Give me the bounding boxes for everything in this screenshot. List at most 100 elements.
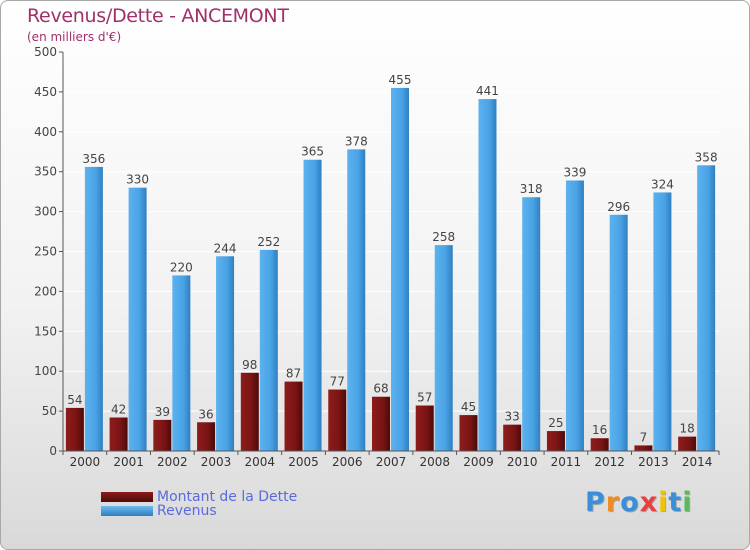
bar-dette-2004	[240, 372, 259, 451]
ytick-label-0: 0	[49, 444, 57, 458]
xtick-label-2001: 2001	[113, 455, 144, 469]
bar-revenus-2007	[391, 87, 409, 451]
logo-letter: i	[682, 487, 693, 518]
bar-dette-2008	[415, 405, 434, 451]
chart-title: Revenus/Dette - ANCEMONT	[27, 5, 289, 27]
ytick-label-50: 50	[42, 404, 57, 418]
xtick-label-2008: 2008	[419, 455, 450, 469]
bar-revenus-2001	[128, 187, 147, 451]
xtick-label-2009: 2009	[463, 455, 494, 469]
data-label-revenus-2004: 252	[257, 235, 280, 249]
legend-item-revenus: Revenus	[101, 503, 217, 519]
bar-dette-2000	[65, 407, 84, 451]
data-label-dette-2006: 77	[330, 375, 345, 389]
data-label-revenus-2012: 296	[607, 200, 630, 214]
data-label-revenus-2009: 441	[476, 84, 499, 98]
data-label-revenus-2008: 258	[432, 230, 455, 244]
xtick-label-2006: 2006	[332, 455, 363, 469]
xtick-label-2010: 2010	[507, 455, 538, 469]
bar-dette-2013	[634, 445, 653, 451]
data-label-revenus-2013: 324	[651, 177, 674, 191]
logo-letter: t	[668, 487, 683, 518]
data-label-revenus-2000: 356	[82, 152, 105, 166]
bar-dette-2009	[459, 415, 478, 451]
ytick-label-100: 100	[34, 364, 57, 378]
logo-letter: x	[639, 487, 659, 518]
data-label-dette-2001: 42	[111, 402, 126, 416]
logo-letter: i	[658, 487, 669, 518]
data-label-dette-2014: 18	[679, 422, 694, 436]
bar-dette-2007	[372, 396, 390, 451]
data-label-dette-2012: 16	[592, 423, 607, 437]
bar-dette-2006	[328, 389, 347, 451]
bar-dette-2003	[197, 422, 216, 451]
data-label-dette-2005: 87	[286, 367, 301, 381]
bar-dette-2010	[503, 424, 522, 451]
data-label-revenus-2005: 365	[301, 145, 324, 159]
legend-swatch-revenus	[101, 506, 153, 516]
proxiti-logo: Proxiti	[585, 487, 693, 518]
bar-revenus-2014	[697, 165, 716, 452]
data-label-dette-2008: 57	[417, 391, 432, 405]
data-label-revenus-2007: 455	[389, 73, 412, 87]
xtick-label-2003: 2003	[201, 455, 232, 469]
bar-revenus-2000	[84, 166, 103, 452]
chart-subtitle: (en milliers d'€)	[27, 30, 122, 44]
data-label-revenus-2003: 244	[214, 241, 237, 255]
bar-dette-2005	[284, 381, 303, 451]
bar-revenus-2012	[609, 214, 628, 451]
xtick-label-2000: 2000	[70, 455, 101, 469]
bar-revenus-2006	[347, 149, 366, 451]
data-label-dette-2009: 45	[461, 400, 476, 414]
ytick-label-500: 500	[34, 45, 57, 59]
ytick-label-150: 150	[34, 324, 57, 338]
data-label-revenus-2001: 330	[126, 173, 149, 187]
data-label-dette-2011: 25	[548, 416, 563, 430]
bar-dette-2011	[546, 431, 565, 451]
xtick-label-2002: 2002	[157, 455, 188, 469]
data-label-revenus-2006: 378	[345, 134, 368, 148]
legend-item-dette: Montant de la Dette	[101, 489, 297, 505]
data-label-dette-2004: 98	[242, 358, 257, 372]
xtick-label-2007: 2007	[376, 455, 407, 469]
legend-swatch-dette	[101, 492, 153, 502]
ytick-label-400: 400	[34, 125, 57, 139]
ytick-label-300: 300	[34, 205, 57, 219]
bar-dette-2012	[590, 438, 609, 451]
data-label-dette-2003: 36	[198, 407, 213, 421]
bar-revenus-2011	[565, 180, 584, 451]
legend-label-revenus: Revenus	[157, 503, 217, 519]
ytick-label-350: 350	[34, 165, 57, 179]
bar-revenus-2010	[522, 197, 541, 451]
data-label-revenus-2011: 339	[563, 165, 586, 179]
xtick-label-2005: 2005	[288, 455, 319, 469]
data-label-dette-2000: 54	[67, 393, 82, 407]
logo-letter: o	[620, 487, 640, 518]
data-label-dette-2002: 39	[155, 405, 170, 419]
bar-revenus-2002	[172, 275, 191, 451]
data-label-dette-2013: 7	[640, 430, 648, 444]
xtick-label-2004: 2004	[245, 455, 276, 469]
data-label-revenus-2010: 318	[520, 182, 543, 196]
bar-dette-2014	[678, 436, 697, 451]
logo-letter: r	[605, 487, 621, 518]
xtick-label-2014: 2014	[682, 455, 713, 469]
data-label-dette-2010: 33	[505, 410, 520, 424]
bar-revenus-2004	[259, 249, 278, 451]
xtick-label-2013: 2013	[638, 455, 669, 469]
data-label-revenus-2014: 358	[695, 150, 718, 164]
data-label-revenus-2002: 220	[170, 260, 193, 274]
bar-dette-2001	[109, 417, 128, 451]
bar-revenus-2005	[303, 159, 322, 452]
data-label-dette-2007: 68	[373, 382, 388, 396]
xtick-label-2012: 2012	[594, 455, 625, 469]
legend-label-dette: Montant de la Dette	[157, 489, 298, 505]
ytick-label-450: 450	[34, 85, 57, 99]
logo-letter: P	[585, 487, 606, 518]
bar-revenus-2003	[216, 256, 235, 451]
bar-revenus-2008	[434, 245, 453, 451]
bar-dette-2002	[153, 419, 172, 451]
xtick-label-2011: 2011	[551, 455, 582, 469]
bar-revenus-2013	[653, 192, 672, 451]
